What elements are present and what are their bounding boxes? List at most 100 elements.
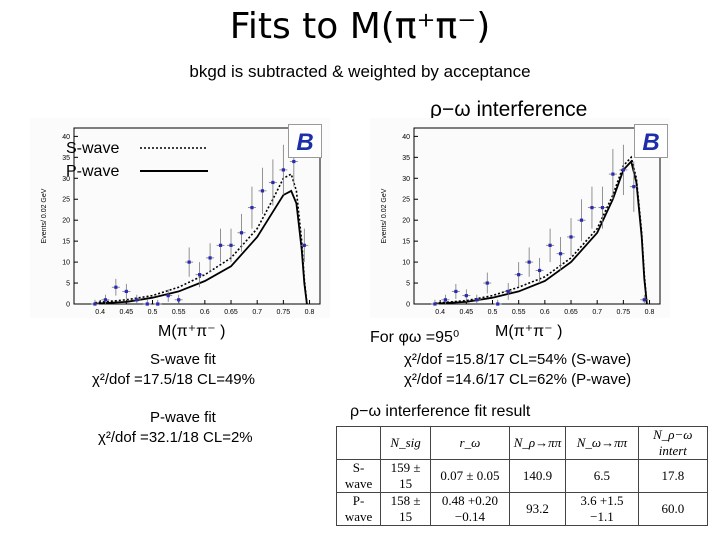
y-tick-label: 10 (62, 260, 70, 267)
x-tick-label: 0.8 (305, 309, 315, 316)
data-point (239, 231, 244, 235)
right-plot-area: 0.4 0.45 0.5 0.55 0.6 0.65 0.7 0.75 0.8 0 5 10 15 20 2… (381, 127, 661, 316)
data-point (496, 302, 500, 306)
table-header-cell: N_ω→ππ (565, 426, 639, 460)
data-point (600, 206, 605, 210)
x-tick-label: 0.65 (564, 309, 578, 316)
plot-frame (73, 127, 321, 305)
data-point (548, 243, 552, 247)
table-cell: 6.5 (565, 459, 639, 493)
data-point (218, 243, 223, 247)
x-tick-label: 0.7 (592, 309, 602, 316)
x-tick-label: 0.6 (200, 309, 210, 316)
p-wave-fit-curve (94, 189, 308, 305)
data-point (229, 243, 233, 247)
y-tick-label: 35 (62, 155, 70, 162)
right-plot: 0.4 0.45 0.5 0.55 0.6 0.65 0.7 0.75 0.8 0 5 10 15 20 2… (370, 118, 670, 318)
x-tick-label: 0.75 (277, 309, 291, 316)
table-header-cell: N_ρ→ππ (508, 426, 567, 460)
y-tick-label: 5 (66, 281, 70, 288)
data-point (260, 189, 265, 193)
x-tick-label: 0.55 (512, 309, 526, 316)
p-wave-fit-curve (434, 159, 648, 305)
data-point (454, 289, 458, 294)
table-cell: 140.9 (508, 459, 567, 493)
x-tick-label: 0.65 (224, 309, 238, 316)
table-header-row: N_sig r_ω N_ρ→ππ N_ω→ππ N_ρ−ω intert (335, 426, 709, 460)
y-tick-label: 35 (402, 155, 410, 162)
s-wave-fit-stats: χ²/dof =17.5/18 CL=49% (92, 371, 255, 388)
y-tick-label: 20 (402, 218, 410, 225)
data-point (558, 252, 563, 256)
interference-label: ρ−ω interference (430, 98, 588, 121)
data-point (464, 294, 468, 298)
result-title: ρ−ω interference fit result (350, 403, 531, 420)
right-plot-background (370, 118, 670, 318)
y-tick-label: 15 (402, 239, 410, 246)
y-axis-label: Events/ 0.02 GeV (41, 188, 48, 243)
table-cell: 158 ± 15 (380, 492, 432, 526)
table-header-cell: r_ω (430, 426, 510, 460)
data-point (621, 168, 625, 172)
legend-p-wave-label: P-wave (66, 163, 119, 180)
x-tick-label: 0.5 (148, 309, 158, 316)
y-axis-label: Events/ 0.02 GeV (381, 188, 388, 243)
y-tick-label: 5 (406, 281, 410, 288)
result-table: N_sig r_ω N_ρ→ππ N_ω→ππ N_ρ−ω intert S-w… (335, 426, 709, 526)
left-x-label: M(π⁺π⁻ ) (158, 323, 225, 340)
table-cell: 0.07 ± 0.05 (430, 459, 510, 493)
x-tick-label: 0.4 (95, 309, 105, 316)
data-point (156, 302, 160, 306)
data-point (103, 298, 108, 302)
table-cell: 60.0 (637, 492, 709, 526)
y-tick-label: 25 (402, 197, 410, 204)
right-phase-note: For φω =95⁰ (370, 329, 459, 346)
data-point (124, 289, 128, 294)
left-plot: 0.4 0.45 0.5 0.55 0.6 0.65 0.7 0.75 0.8 0 5 10 15 20 2… (30, 118, 330, 318)
annotations: M(π⁺π⁻ ) For φω =95⁰ M(π⁺π⁻ ) S-wave fit… (92, 323, 631, 446)
x-tick-label: 0.4 (435, 309, 445, 316)
table-cell: 3.6 +1.5 −1.1 (565, 492, 639, 526)
data-point (485, 281, 489, 285)
table-cell: 17.8 (637, 459, 709, 493)
y-tick-label: 0 (406, 302, 410, 309)
table-cell: 159 ± 15 (380, 459, 432, 493)
data-point (302, 243, 306, 247)
s-wave-fit-curve (94, 172, 308, 305)
y-tick-label: 30 (62, 176, 70, 183)
data-point (114, 285, 118, 289)
data-point (208, 256, 212, 260)
table-header-cell (335, 426, 382, 460)
legend: S-wave P-wave (66, 140, 208, 180)
data-point (177, 298, 181, 302)
data-point (443, 298, 448, 302)
data-point (198, 273, 202, 277)
data-point (475, 298, 479, 302)
x-tick-label: 0.8 (645, 309, 655, 316)
right-x-label: M(π⁺π⁻ ) (495, 323, 562, 340)
y-tick-label: 10 (402, 260, 410, 267)
left-plot-area: 0.4 0.45 0.5 0.55 0.6 0.65 0.7 0.75 0.8 0 5 10 15 20 2… (41, 127, 321, 316)
belle-logo-left-frame (288, 124, 322, 158)
s-wave-fit-title: S-wave fit (150, 351, 217, 368)
belle-logo-right-frame (634, 124, 668, 158)
x-tick-label: 0.7 (252, 309, 262, 316)
data-point (517, 273, 521, 277)
slide-title: Fits to M(π⁺π⁻) (229, 6, 491, 47)
data-point (166, 294, 170, 298)
data-point (642, 298, 646, 302)
data-point (579, 218, 584, 222)
p-wave-fit-title: P-wave fit (150, 409, 217, 426)
data-point (250, 206, 254, 210)
data-point (281, 168, 285, 172)
y-tick-label: 40 (62, 134, 70, 141)
data-point (506, 289, 510, 294)
legend-s-wave-label: S-wave (66, 140, 119, 157)
table-row: P-wave 158 ± 15 0.48 +0.20 −0.14 93.2 3.… (335, 492, 709, 526)
table-header-cell: N_sig (380, 426, 432, 460)
left-plot-background (30, 118, 330, 318)
y-tick-label: 25 (62, 197, 70, 204)
x-tick-label: 0.75 (617, 309, 631, 316)
table-cell: 0.48 +0.20 −0.14 (430, 492, 510, 526)
data-point (93, 302, 97, 306)
